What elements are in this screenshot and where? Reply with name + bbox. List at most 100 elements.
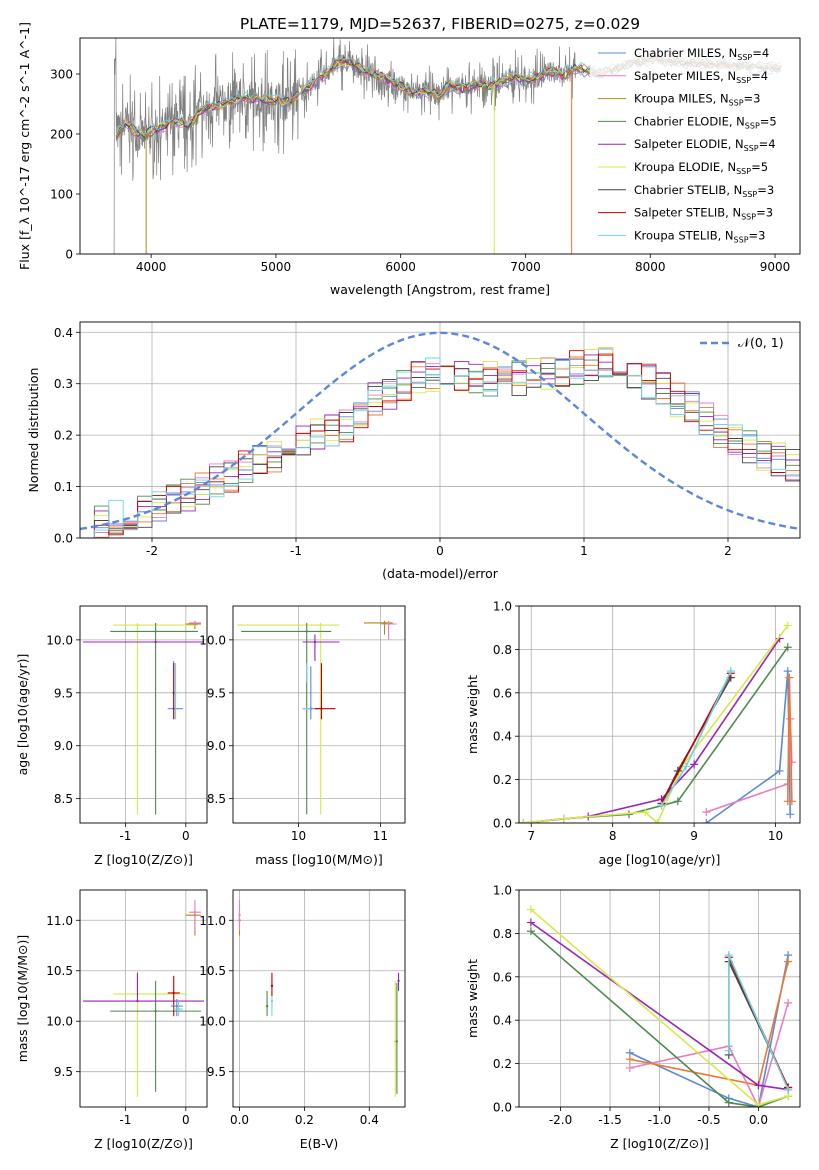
x-tick-label: 1 [580,544,588,558]
age-vs-Z-panel: -1 0 8.5 9.0 9.5 10.0 Z [log10(Z/Z⊙)] age [log1… [15,605,208,867]
weight-line-chabrier-miles [629,954,789,1107]
plus-marker [785,673,794,682]
plus-marker [526,905,535,914]
data-point [395,1040,399,1043]
plus-marker [559,814,568,823]
x-tick-label: 0.2 [295,1113,314,1127]
axes-frame [79,37,801,255]
data-point [154,630,157,633]
axes-frame [232,889,406,1108]
data-point [172,691,175,694]
plus-marker [625,1055,634,1064]
x-tick-label: -1 [290,544,302,558]
x-tick-label: 0 [182,1113,190,1127]
data-point [265,1004,269,1008]
data-point [172,991,175,995]
weight-vs-age-panel: 7 8 9 10 0.0 0.2 0.4 0.6 0.8 1.0 age [log10(age/yr… [465,600,801,867]
weight-vs-age-plot-area [519,621,796,823]
y-tick-label: 0.4 [54,326,73,340]
legend-entry: Kroupa STELIB, NSSP=3 [634,228,765,244]
x-tick-label: 7000 [510,260,541,274]
plus-marker [784,998,793,1007]
y-tick-label: 9.5 [54,1065,73,1079]
x-tick-label: 0.0 [749,1113,768,1127]
y-tick-label: 8.5 [207,792,226,806]
x-tick-label: 2 [724,544,732,558]
y-tick-label: 0.6 [493,970,512,984]
plus-marker [754,1081,763,1090]
plus-marker [754,1100,763,1107]
x-tick-label: -1 [119,1113,131,1127]
plus-marker [641,808,650,817]
plus-marker [786,810,795,819]
weight-line-chabrier-miles [705,671,791,823]
y-tick-label: 9.0 [54,739,73,753]
legend-entry: 𝒩(0, 1) [738,335,784,350]
x-tick-label: 7 [527,829,535,843]
legend-entry: Kroupa MILES, NSSP=3 [634,92,760,108]
axes-frame [79,605,208,824]
plus-marker [653,819,662,823]
y-tick-label: 8.5 [54,792,73,806]
axes-frame [79,889,208,1108]
y-tick-label: 1.0 [493,884,512,898]
plus-marker [702,819,711,823]
plus-marker [724,951,733,960]
plus-marker [519,819,528,823]
x-tick-label: 8000 [635,260,666,274]
y-tick-label: 100 [50,188,73,202]
data-point [305,630,308,633]
x-tick-label: -0.5 [697,1113,720,1127]
weight-line-kroupa-elodie [523,625,789,823]
data-point [270,984,274,988]
y-tick-label: 0.8 [493,927,512,941]
data-point [387,622,390,626]
x-tick-label: 5000 [261,260,292,274]
y-tick-label: 11.0 [46,914,73,928]
y-tick-label: 11.0 [199,914,226,928]
y-tick-label: 10.5 [46,964,73,978]
plus-marker [787,797,796,806]
x-tick-label: 10 [291,829,306,843]
weight-vs-Z-plot-area [526,905,793,1107]
plus-marker [526,918,535,927]
data-point [177,1007,180,1011]
axes-frame [518,889,801,1108]
plus-marker [784,1085,793,1094]
x-tick-label: -2 [146,544,158,558]
x-tick-label: -1.0 [648,1113,671,1127]
y-tick-label: 0.0 [54,532,73,546]
histogram-chabrier-miles [80,348,800,538]
x-axis-label: wavelength [Angstrom, rest frame] [330,282,550,297]
histogram-chabrier-stelib [80,358,800,538]
plus-marker [702,808,711,817]
y-tick-label: 0.4 [493,1014,512,1028]
y-tick-label: 0.4 [493,730,512,744]
y-tick-label: 0.2 [493,1057,512,1071]
y-tick-label: 9.5 [54,686,73,700]
y-tick-label: 0 [65,248,73,262]
plus-marker [690,760,699,769]
y-tick-label: 0.8 [493,643,512,657]
plus-marker [726,667,735,676]
x-axis-label: age [log10(age/yr)] [599,852,721,867]
y-tick-label: 200 [50,128,73,142]
age-vs-mass-panel: 10 11 8.5 9.0 9.5 10.0 mass [log10(M/M⊙)] [199,605,406,867]
data-point [175,1004,178,1008]
y-axis-label: age [log10(age/yr)] [15,654,30,776]
y-axis-label: Flux [f_λ 10^-17 erg cm^-2 s^-1 A^-1] [17,22,32,270]
histogram-salpeter-elodie [80,354,800,538]
data-point [154,640,157,644]
axes-frame [518,605,801,824]
x-tick-label: 0.4 [360,1113,379,1127]
age-vs-mass-plot-area [237,620,397,815]
plus-marker [724,1098,733,1107]
x-tick-label: 6000 [385,260,416,274]
histogram-salpeter-miles [80,363,800,538]
residuals-plot-area [80,331,800,538]
legend-box [590,44,795,252]
data-point [238,914,241,917]
data-point [136,623,139,627]
axes-frame [232,605,406,824]
